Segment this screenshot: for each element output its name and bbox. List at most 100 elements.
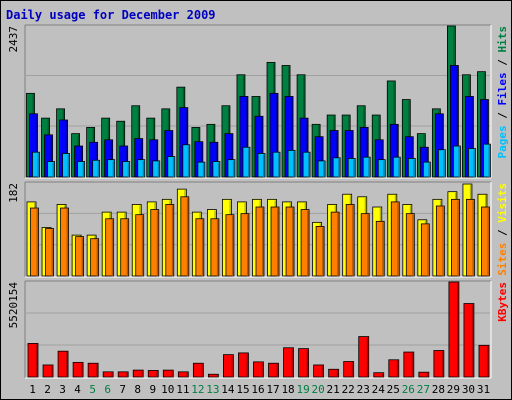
pages-bar: [407, 158, 416, 178]
sites-bar: [120, 218, 130, 277]
legend-entry-files: Files: [496, 72, 509, 105]
sites-bar: [90, 238, 100, 277]
day-label: 6: [104, 383, 111, 396]
day-label: 11: [176, 383, 189, 396]
sites-bar: [270, 206, 280, 277]
pages-bar: [77, 161, 85, 178]
y-max-label: 5520154: [7, 282, 20, 329]
kbytes-bar: [433, 350, 445, 378]
sites-bar: [390, 201, 400, 277]
pages-bar: [227, 159, 236, 178]
legend-entry-pages: Pages: [496, 125, 509, 158]
kbytes-bar: [162, 369, 174, 378]
kbytes-bar: [223, 354, 234, 378]
day-label: 2: [44, 383, 51, 396]
pages-bar: [377, 159, 386, 178]
day-label: 28: [432, 383, 445, 396]
sites-bar: [481, 206, 490, 277]
kbytes-bar: [283, 347, 294, 378]
sites-bar: [345, 204, 355, 277]
pages-bar: [332, 157, 341, 178]
day-label: 30: [462, 383, 475, 396]
y-max-label: 2437: [7, 26, 20, 53]
pages-bar: [483, 143, 491, 178]
sites-bar: [180, 196, 190, 277]
sites-bar: [300, 209, 310, 277]
day-label: 19: [296, 383, 309, 396]
y-max-label: 182: [7, 183, 20, 203]
pages-bar: [257, 153, 266, 178]
day-label: 16: [251, 383, 264, 396]
pages-bar: [437, 149, 446, 178]
pages-bar: [197, 161, 206, 178]
pages-bar: [287, 149, 296, 178]
pages-bar: [392, 156, 401, 178]
day-label: 3: [59, 383, 66, 396]
legend-kbytes: KBytes: [496, 282, 509, 322]
sites-bar: [330, 211, 340, 277]
day-label: 29: [447, 383, 460, 396]
pages-bar: [167, 156, 176, 178]
pages-bar: [122, 161, 131, 178]
pages-bar: [92, 159, 101, 178]
legend-entry-sep2: /: [496, 53, 509, 73]
kbytes-bar: [313, 364, 325, 378]
pages-bar: [362, 156, 371, 178]
day-label: 12: [191, 383, 204, 396]
legend-entry-sep1: /: [496, 106, 509, 126]
kbytes-bar: [147, 370, 159, 378]
kbytes-bar: [478, 344, 490, 378]
kbytes-bar: [358, 336, 370, 378]
sites-bar: [285, 206, 295, 277]
sites-bar: [435, 205, 445, 277]
day-label: 4: [74, 383, 81, 396]
sites-bar: [165, 204, 175, 277]
day-label: 14: [221, 383, 235, 396]
kbytes-bar: [87, 362, 99, 378]
day-label: 15: [236, 383, 249, 396]
kbytes-bar: [207, 373, 219, 378]
pages-bar: [107, 159, 116, 178]
day-label: 22: [342, 383, 355, 396]
legend-entry-hits: Hits: [496, 26, 509, 53]
day-label: 7: [119, 383, 126, 396]
day-label: 20: [312, 383, 325, 396]
kbytes-bar: [57, 350, 69, 378]
day-label: 31: [477, 383, 490, 396]
day-label: 26: [402, 383, 415, 396]
day-label: 24: [372, 383, 386, 396]
pages-bar: [347, 158, 356, 178]
kbytes-bar: [177, 371, 189, 378]
pages-bar: [212, 161, 221, 178]
sites-bar: [210, 218, 220, 277]
kbytes-bar: [418, 371, 430, 378]
pages-bar: [47, 161, 55, 178]
day-label: 10: [161, 383, 174, 396]
legend-hits-files-pages: Pages / Files / Hits: [496, 26, 509, 159]
sites-bar: [30, 207, 39, 277]
pages-bar: [317, 160, 326, 178]
legend-entry-kbytes: KBytes: [496, 282, 509, 322]
kbytes-bar: [373, 372, 385, 378]
kbytes-bar: [343, 361, 355, 378]
day-label: 18: [281, 383, 294, 396]
pages-bar: [272, 151, 281, 178]
pages-bar: [422, 161, 431, 178]
pages-bar: [453, 145, 461, 178]
sites-bar: [466, 198, 475, 277]
chart-title: Daily usage for December 2009: [6, 8, 216, 22]
kbytes-bar: [448, 281, 460, 378]
pages-bar: [137, 159, 146, 178]
kbytes-bar: [42, 364, 54, 378]
kbytes-bar: [328, 368, 340, 378]
day-label: 8: [134, 383, 141, 396]
sites-bar: [225, 214, 235, 277]
day-label: 17: [266, 383, 279, 396]
sites-bar: [315, 226, 325, 277]
day-label: 21: [327, 383, 340, 396]
day-label: 5: [89, 383, 96, 396]
pages-bar: [62, 153, 70, 178]
sites-bar: [195, 218, 205, 277]
pages-bar: [152, 160, 161, 178]
